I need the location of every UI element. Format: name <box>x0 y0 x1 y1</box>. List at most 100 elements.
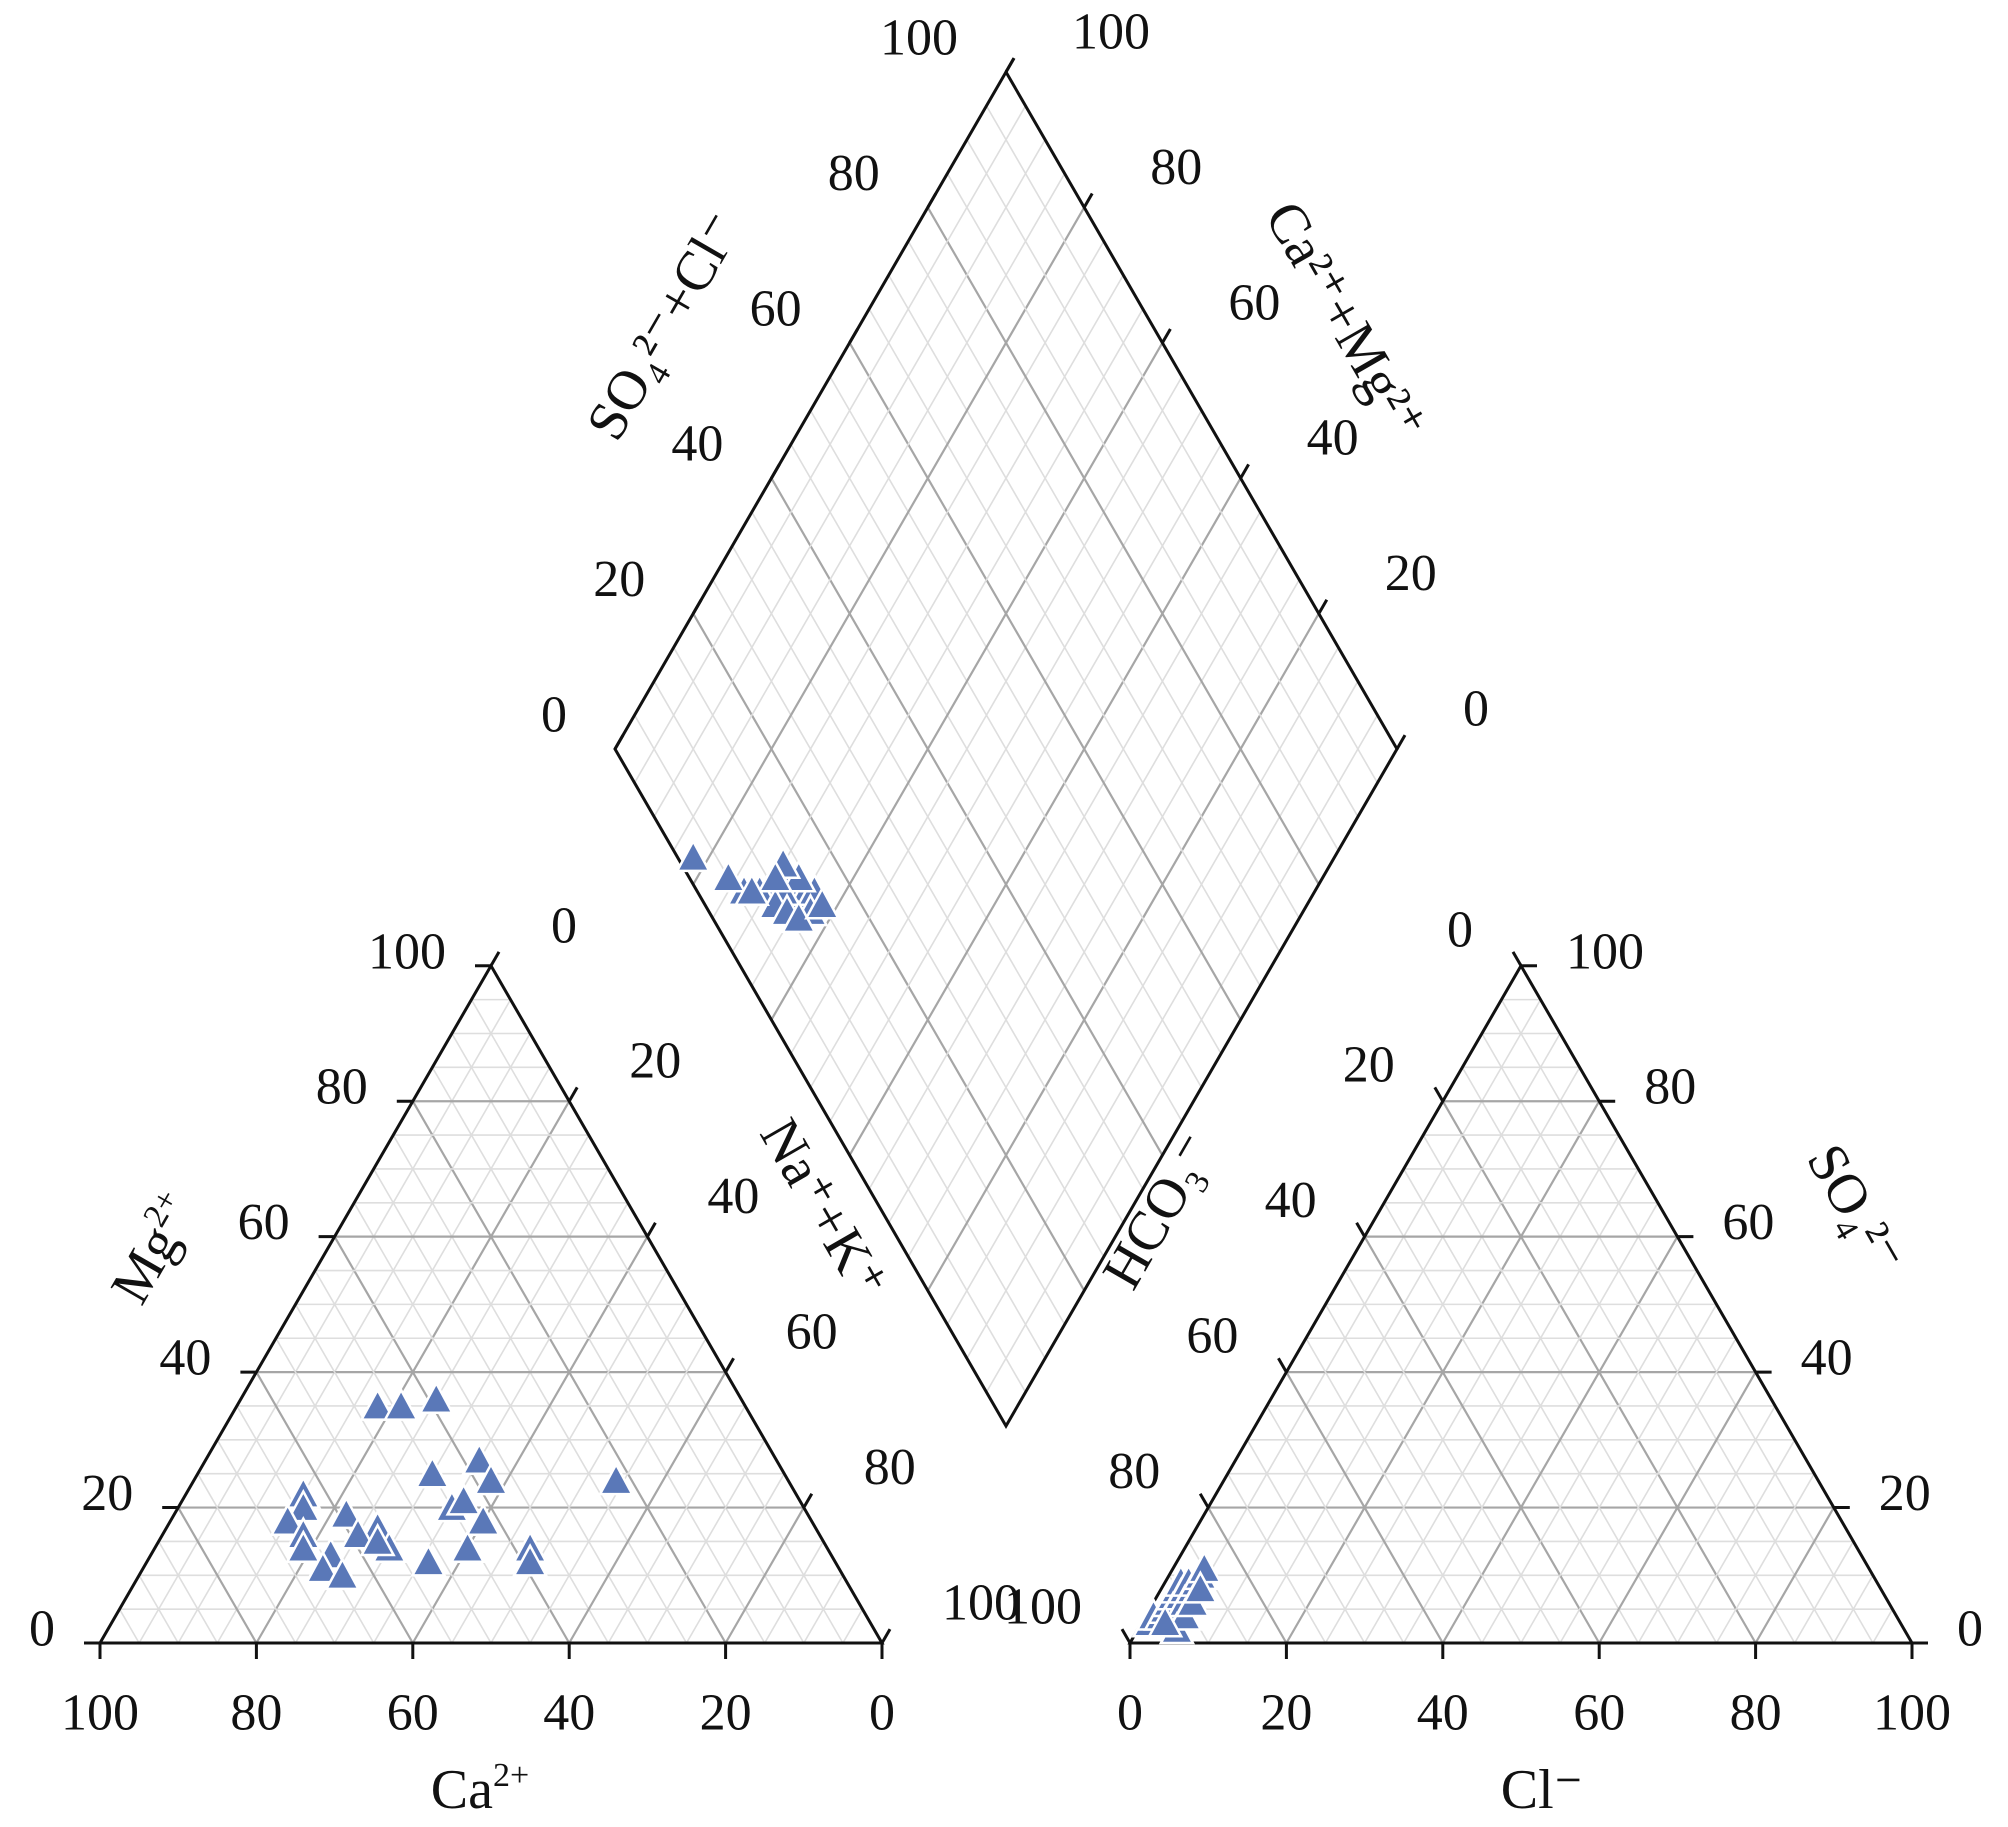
mg-axis-tick-label: 0 <box>29 1601 55 1658</box>
anion-grid-line <box>1227 1473 1327 1644</box>
cation-grid-line <box>646 1439 766 1644</box>
nak-axis-tick-mark <box>489 951 501 967</box>
hco3-axis-tick-mark <box>1277 1357 1288 1373</box>
cation-data-point <box>461 1441 498 1475</box>
camg-axis-tick-mark <box>1161 328 1172 344</box>
anion-grid-line <box>1324 1134 1620 1644</box>
nak-axis-tick-mark <box>724 1357 735 1373</box>
anion-grid-line <box>1324 1303 1522 1644</box>
camg-axis-tick-label: 20 <box>1385 545 1437 602</box>
anion-grid-line <box>1403 1202 1659 1644</box>
so4cl-axis-tick-label: 0 <box>541 687 567 744</box>
cation-grid-line <box>314 1270 531 1644</box>
diamond-data-point <box>757 859 794 893</box>
anion-grid-line <box>1676 1439 1796 1644</box>
anion-grid-line <box>1422 1134 1718 1644</box>
diamond-grid-line <box>731 274 1124 953</box>
cation-grid-line <box>353 1202 609 1644</box>
anion-grid-line <box>1500 999 1874 1644</box>
ca-axis-tick-label: 60 <box>387 1685 439 1742</box>
nak-axis-tick-mark <box>646 1222 657 1238</box>
hco3-axis-tick-mark <box>1198 1492 1210 1509</box>
cation-data-point <box>472 1461 510 1496</box>
diamond-grid-line <box>653 139 1046 818</box>
ca-axis-tick-label: 0 <box>869 1685 895 1742</box>
diamond-data-point <box>804 886 841 920</box>
so4cl-axis-tick-mark <box>613 734 625 750</box>
hco3-axis-tick-mark <box>1355 1222 1366 1238</box>
hco3-axis-tick-label: 60 <box>1186 1308 1238 1365</box>
camg-axis-tick-mark <box>1082 192 1094 209</box>
diamond-grid-line <box>692 206 1086 885</box>
cation-data-point <box>382 1387 420 1421</box>
cation-data-point <box>269 1502 306 1536</box>
so4cl-axis-tick-mark <box>770 463 781 479</box>
cation-data-point <box>445 1482 482 1516</box>
cation-grid-line <box>392 1134 688 1644</box>
so4-axis-tick-label: 80 <box>1644 1059 1696 1116</box>
cation-grid-line <box>568 1371 727 1644</box>
so4cl-axis-tick-mark <box>848 328 859 344</box>
anion-grid-line <box>1207 1507 1288 1644</box>
mg-axis-tick-label: 80 <box>316 1059 368 1116</box>
so4cl-axis-tick-mark <box>926 192 938 209</box>
so4cl-axis-tick-label: 20 <box>593 551 645 608</box>
cation-data-point <box>598 1461 635 1496</box>
axis-title-mg: Mg2+ <box>97 1183 209 1314</box>
camg-axis-tick-mark <box>1317 598 1329 615</box>
so4-axis-tick-label: 20 <box>1879 1465 1931 1522</box>
cation-data-point <box>285 1529 322 1564</box>
mg-axis-tick-label: 20 <box>81 1465 133 1522</box>
data-markers <box>269 838 1223 1645</box>
anion-grid-line <box>1187 1541 1248 1644</box>
hco3-axis-tick-mark <box>1120 1628 1132 1644</box>
so4-axis-tick-label: 60 <box>1722 1194 1774 1251</box>
diamond-grid-line <box>790 376 1183 1055</box>
nak-axis-tick-label: 20 <box>629 1033 681 1090</box>
so4-axis-tick-label: 0 <box>1957 1601 1983 1658</box>
cation-grid-line <box>764 1541 825 1644</box>
anion-grid-line <box>1285 1371 1444 1644</box>
cl-axis-tick-label: 40 <box>1417 1685 1469 1742</box>
anion-grid-line <box>1344 1270 1561 1644</box>
hco3-axis-tick-label: 20 <box>1343 1037 1395 1094</box>
nak-axis-tick-mark <box>880 1628 892 1644</box>
ca-axis-tick-label: 20 <box>700 1685 752 1742</box>
cl-axis-tick-label: 20 <box>1260 1685 1312 1742</box>
ca-axis-tick-label: 40 <box>543 1685 595 1742</box>
cation-grid-line <box>607 1405 746 1644</box>
camg-axis-tick-label: 100 <box>1072 4 1150 61</box>
cation-grid-line <box>490 1303 688 1644</box>
diamond-grid-line <box>751 308 1144 987</box>
cation-data-point <box>304 1549 341 1584</box>
camg-axis-tick-label: 40 <box>1307 410 1359 467</box>
diamond-grid-line <box>868 308 1261 987</box>
diamond-grid-line <box>966 139 1359 818</box>
so4cl-axis-tick-mark <box>691 598 703 615</box>
cation-grid-line <box>842 1608 864 1644</box>
mg-axis-tick-label: 100 <box>368 923 446 980</box>
cation-data-point <box>449 1529 486 1564</box>
nak-axis-tick-label: 100 <box>942 1575 1020 1632</box>
cl-axis-tick-label: 80 <box>1730 1685 1782 1742</box>
anion-data-point <box>1147 1604 1184 1638</box>
axis-title-cl: Cl⁻ <box>1501 1759 1583 1821</box>
cation-grid-line <box>255 1371 414 1644</box>
cation-data-point <box>359 1387 396 1421</box>
anion-grid-line <box>1520 1303 1718 1644</box>
cation-data-point <box>328 1495 365 1530</box>
nak-axis-tick-mark <box>802 1492 814 1509</box>
cation-grid-line <box>157 1541 218 1644</box>
diamond-grid-line <box>888 274 1281 953</box>
hco3-axis-tick-label: 100 <box>1004 1579 1082 1636</box>
cation-grid-line <box>294 1303 492 1644</box>
diamond-grid-line <box>946 173 1340 851</box>
axis-title-hco3: HCO₃⁻ <box>1091 1123 1228 1299</box>
cation-grid-line <box>216 1066 551 1644</box>
anion-grid-line <box>1833 1574 1874 1644</box>
cation-triangle-outline <box>97 962 885 1645</box>
axis-title-nak: Na⁺+K⁺ <box>748 1108 900 1309</box>
anion-triangle-outline <box>1127 962 1915 1645</box>
